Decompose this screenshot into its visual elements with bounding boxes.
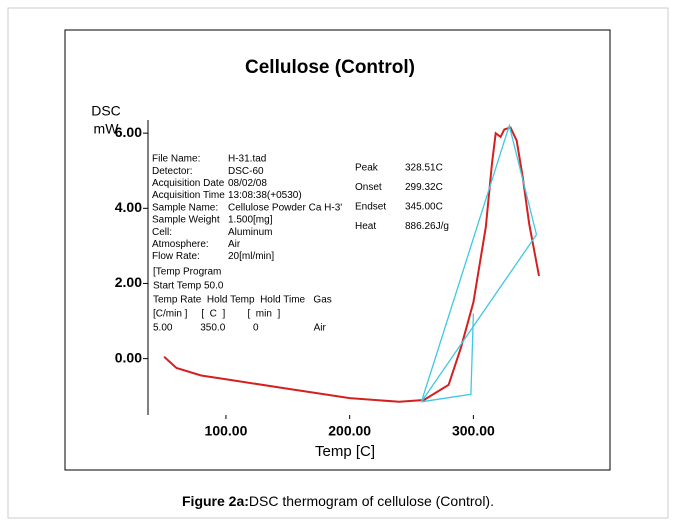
- info-label: Flow Rate:: [152, 251, 200, 262]
- info-value: DSC-60: [228, 166, 264, 177]
- temp-program-line: [C/min ] [ C ] [ min ]: [153, 309, 280, 320]
- result-value: 328.51C: [405, 163, 443, 174]
- result-label: Peak: [355, 163, 379, 174]
- y-axis-label: DSC: [91, 103, 121, 119]
- caption: Figure 2a:DSC thermogram of cellulose (C…: [182, 493, 494, 509]
- info-value: 1.500[mg]: [228, 215, 273, 226]
- info-label: Cell:: [152, 227, 172, 238]
- info-label: File Name:: [152, 154, 200, 165]
- info-value: Cellulose Powder Ca H-3': [228, 202, 342, 213]
- x-axis-label: Temp [C]: [315, 443, 375, 460]
- info-value: 13:08:38(+0530): [228, 190, 302, 201]
- y-tick-label: 6.00: [115, 124, 142, 140]
- x-tick-label: 100.00: [205, 423, 248, 439]
- info-label: Atmosphere:: [152, 239, 209, 250]
- series-line: [421, 313, 475, 403]
- info-label: Sample Name:: [152, 202, 218, 213]
- x-tick-label: 300.00: [452, 423, 495, 439]
- result-label: Onset: [355, 182, 382, 193]
- y-axis-label: mW: [94, 121, 120, 137]
- temp-program-line: Temp Rate Hold Temp Hold Time Gas: [153, 295, 332, 306]
- info-value: Air: [228, 239, 241, 250]
- info-label: Acquisition Time: [152, 190, 225, 201]
- result-label: Heat: [355, 221, 376, 232]
- result-label: Endset: [355, 202, 386, 213]
- y-tick-label: 4.00: [115, 199, 142, 215]
- series-line: [420, 123, 538, 402]
- caption-label: Figure 2a:: [182, 493, 249, 509]
- temp-program-line: 5.00 350.0 0 Air: [153, 323, 327, 334]
- result-value: 886.26J/g: [405, 221, 449, 232]
- temp-program-line: [Temp Program: [153, 267, 221, 278]
- caption-text: DSC thermogram of cellulose (Control).: [249, 493, 494, 509]
- info-label: Sample Weight: [152, 215, 220, 226]
- info-label: Detector:: [152, 166, 193, 177]
- series-line: [163, 126, 540, 403]
- series-line: [420, 234, 538, 403]
- chart-title: Cellulose (Control): [245, 57, 415, 78]
- y-tick-label: 2.00: [115, 274, 142, 290]
- result-value: 345.00C: [405, 202, 443, 213]
- info-value: H-31.tad: [228, 154, 266, 165]
- plot-frame: [64, 29, 611, 471]
- y-tick-label: 0.00: [115, 349, 142, 365]
- info-value: 20[ml/min]: [228, 251, 274, 262]
- temp-program-line: Start Temp 50.0: [153, 281, 224, 292]
- info-value: Aluminum: [228, 227, 272, 238]
- info-label: Acquisition Date: [152, 178, 225, 189]
- result-value: 299.32C: [405, 182, 443, 193]
- x-tick-label: 200.00: [328, 423, 371, 439]
- info-value: 08/02/08: [228, 178, 267, 189]
